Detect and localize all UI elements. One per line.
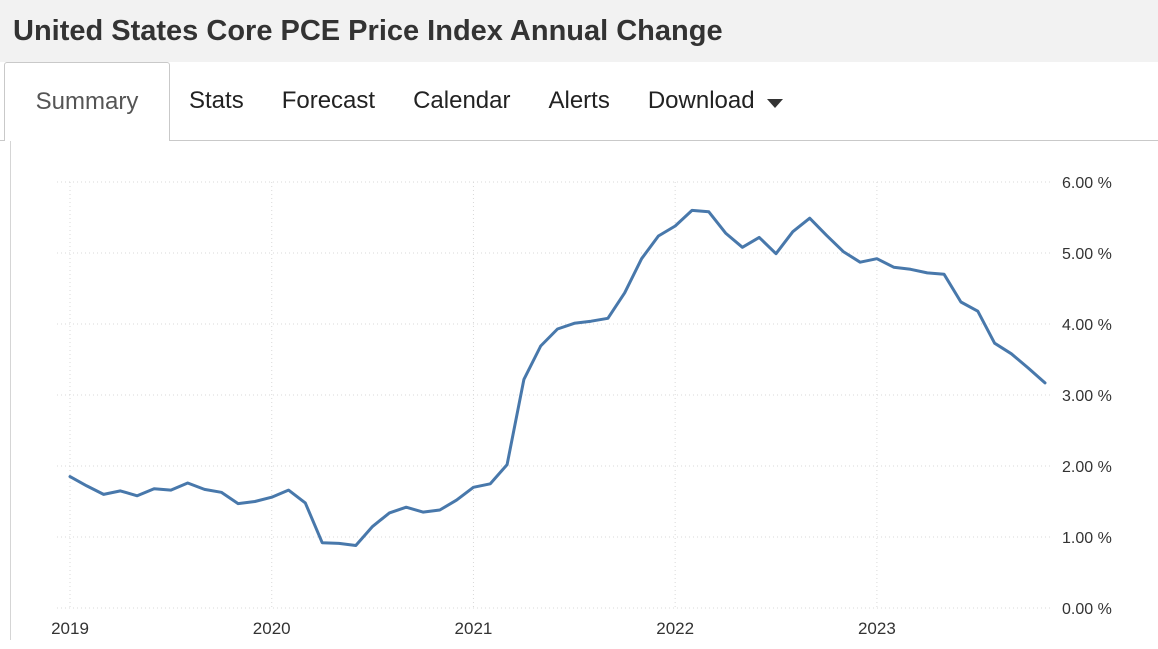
- series-line: [68, 208, 1047, 547]
- tab-download[interactable]: Download: [629, 62, 802, 140]
- y-axis-label: 1.00 %: [1062, 530, 1112, 547]
- tab-summary[interactable]: Summary: [4, 62, 170, 141]
- y-axis-label: 3.00 %: [1062, 388, 1112, 405]
- page-title: United States Core PCE Price Index Annua…: [13, 14, 723, 47]
- y-axis-label: 0.00 %: [1062, 601, 1112, 618]
- tab-forecast[interactable]: Forecast: [263, 62, 394, 140]
- y-axis-label: 6.00 %: [1062, 175, 1112, 192]
- tab-stats[interactable]: Stats: [170, 62, 263, 140]
- tab-summary-label: Summary: [35, 88, 139, 115]
- page-header: United States Core PCE Price Index Annua…: [0, 0, 1158, 62]
- tab-alerts-label: Alerts: [548, 87, 610, 114]
- x-axis-label: 2019: [51, 619, 89, 638]
- tab-calendar[interactable]: Calendar: [394, 62, 529, 140]
- tab-forecast-label: Forecast: [281, 87, 376, 114]
- tab-alerts[interactable]: Alerts: [529, 62, 628, 140]
- x-axis-label: 2020: [253, 619, 291, 638]
- y-axis-label: 5.00 %: [1062, 246, 1112, 263]
- tab-download-label: Download: [647, 87, 755, 114]
- y-axis-label: 4.00 %: [1062, 317, 1112, 334]
- x-axis-label: 2023: [858, 619, 896, 638]
- x-axis-label: 2021: [455, 619, 493, 638]
- chart-canvas[interactable]: 0.00 % 1.00 % 2.00 % 3.00 % 4.00 % 5.00 % 6.00…: [0, 141, 1158, 649]
- tab-bar: Summary Stats Forecast Calendar Alerts D…: [0, 62, 1158, 141]
- chevron-down-icon: [766, 99, 783, 108]
- y-axis-label: 2.00 %: [1062, 459, 1112, 476]
- panel-left-border: [10, 141, 11, 640]
- chart-panel: 0.00 % 1.00 % 2.00 % 3.00 % 4.00 % 5.00 % 6.00…: [0, 141, 1158, 649]
- tab-stats-label: Stats: [189, 87, 244, 114]
- x-axis-label: 2022: [656, 619, 694, 638]
- tab-calendar-label: Calendar: [413, 87, 511, 114]
